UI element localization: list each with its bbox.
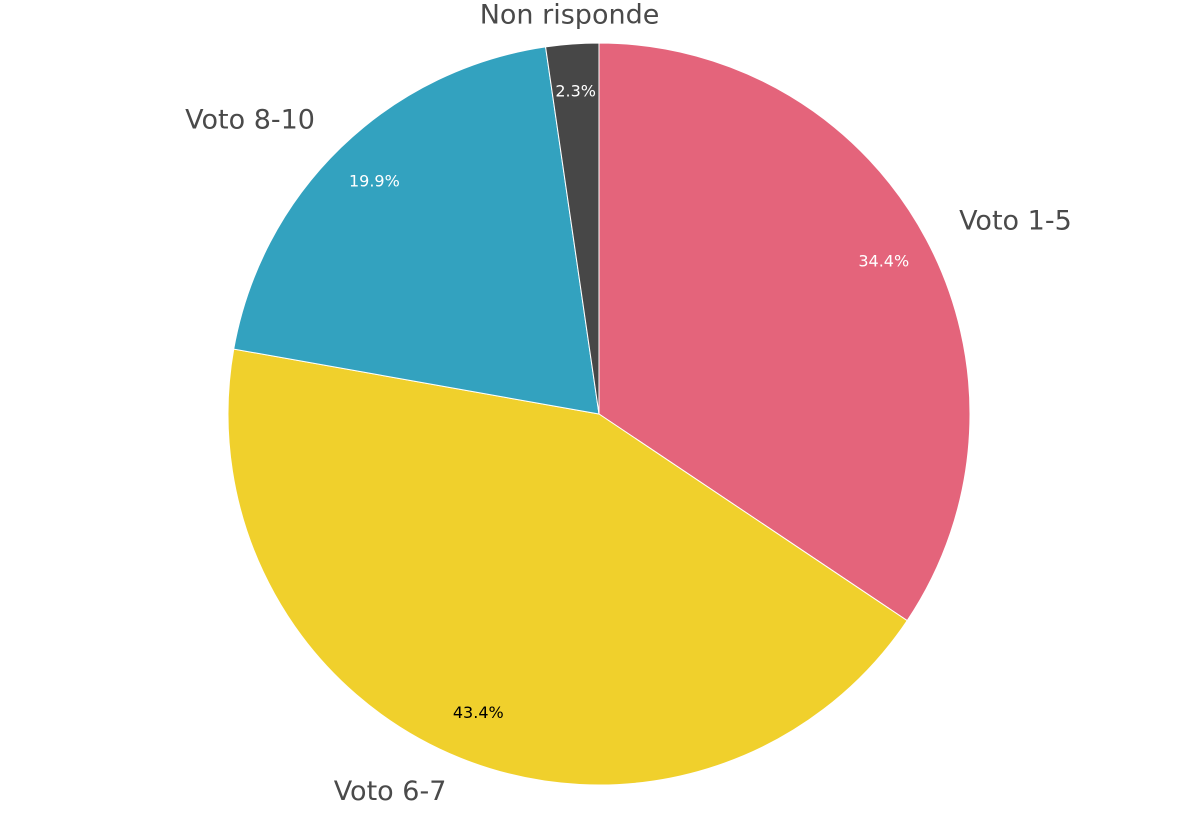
pie-slice bbox=[598, 42, 971, 622]
value-label: 43.4% bbox=[453, 703, 504, 722]
pie-slice bbox=[227, 348, 908, 786]
pie-slice bbox=[545, 42, 600, 415]
pie-slice bbox=[233, 46, 600, 415]
value-label: 19.9% bbox=[349, 172, 400, 191]
category-label: Voto 8-10 bbox=[185, 104, 315, 135]
category-label: Non risponde bbox=[480, 0, 660, 31]
value-label: 34.4% bbox=[858, 252, 909, 271]
category-label: Voto 6-7 bbox=[334, 776, 447, 807]
value-label: 2.3% bbox=[555, 82, 596, 101]
category-label: Voto 1-5 bbox=[959, 205, 1072, 236]
